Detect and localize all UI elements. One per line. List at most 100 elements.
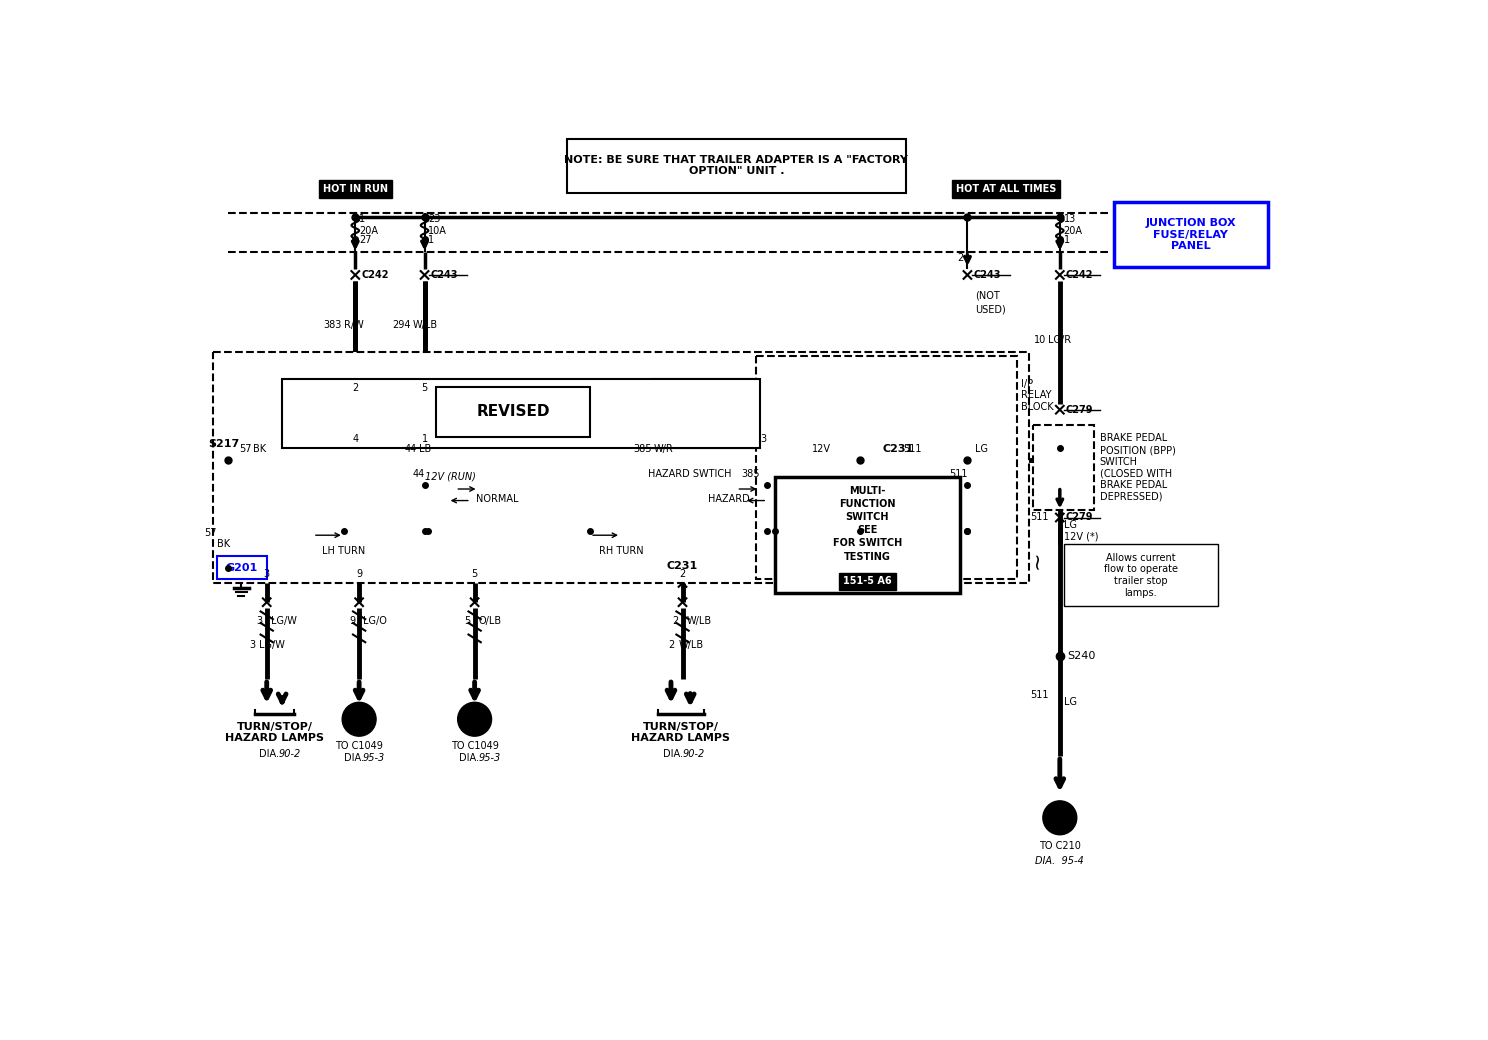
Text: LG/W: LG/W	[259, 640, 284, 650]
Text: 294: 294	[393, 320, 411, 330]
Text: REVISED: REVISED	[476, 405, 551, 419]
Text: 3: 3	[760, 435, 766, 444]
Text: 3: 3	[263, 569, 269, 579]
Text: 95-3: 95-3	[363, 753, 385, 763]
Text: (NOT: (NOT	[975, 290, 1000, 301]
Text: 20A: 20A	[359, 226, 378, 236]
Text: RH TURN: RH TURN	[598, 546, 643, 555]
Text: 511: 511	[1030, 690, 1048, 700]
Text: 2: 2	[353, 383, 359, 393]
Text: 90-2: 90-2	[683, 749, 705, 758]
Polygon shape	[436, 387, 591, 437]
Text: TO C210: TO C210	[1039, 841, 1080, 851]
Polygon shape	[213, 352, 1030, 583]
Text: 44: 44	[412, 469, 424, 479]
Polygon shape	[567, 138, 906, 192]
Text: LG/W: LG/W	[271, 617, 296, 626]
Text: R/W: R/W	[344, 320, 363, 330]
Text: O/LB: O/LB	[479, 617, 501, 626]
Polygon shape	[775, 477, 960, 593]
Text: W/R: W/R	[653, 444, 673, 453]
Text: JUNCTION BOX
FUSE/RELAY
PANEL: JUNCTION BOX FUSE/RELAY PANEL	[1146, 218, 1237, 251]
Polygon shape	[1033, 425, 1095, 510]
Text: LG/R: LG/R	[1048, 335, 1071, 345]
Text: 12V: 12V	[811, 444, 830, 453]
Text: 90-2: 90-2	[278, 749, 301, 758]
Text: NORMAL: NORMAL	[476, 494, 519, 504]
Text: HAZARD: HAZARD	[708, 494, 750, 504]
Text: I/P
RELAY
BLOCK: I/P RELAY BLOCK	[1021, 379, 1054, 412]
Text: C242: C242	[1065, 270, 1094, 280]
Text: NOTE: BE SURE THAT TRAILER ADAPTER IS A "FACTORY
OPTION" UNIT .: NOTE: BE SURE THAT TRAILER ADAPTER IS A …	[564, 155, 908, 177]
Text: DIA.: DIA.	[664, 749, 683, 758]
Text: 511: 511	[903, 444, 921, 453]
Text: C279: C279	[1065, 405, 1094, 415]
Text: 1: 1	[429, 235, 434, 245]
Text: LG: LG	[975, 444, 988, 453]
Circle shape	[1043, 801, 1077, 835]
Text: DIA.: DIA.	[460, 753, 479, 763]
Text: 3: 3	[248, 640, 254, 650]
Text: BK: BK	[217, 540, 229, 549]
Text: 1: 1	[421, 435, 427, 444]
Text: C279: C279	[1065, 513, 1094, 522]
Text: 57: 57	[238, 444, 251, 453]
Text: C231: C231	[667, 562, 698, 571]
Text: HAZARD LAMPS: HAZARD LAMPS	[631, 733, 731, 744]
Text: BK: BK	[253, 444, 266, 453]
Text: 27: 27	[359, 235, 372, 245]
Text: 20A: 20A	[1064, 226, 1083, 236]
Text: 1: 1	[359, 214, 365, 224]
Text: ~: ~	[1027, 550, 1046, 569]
Text: C231: C231	[882, 444, 914, 453]
Text: Allows current
flow to operate
trailer stop
lamps.: Allows current flow to operate trailer s…	[1104, 553, 1177, 598]
Text: DIA.: DIA.	[259, 749, 280, 758]
Text: W/LB: W/LB	[414, 320, 437, 330]
Text: DIA.: DIA.	[344, 753, 363, 763]
Text: LG: LG	[1064, 697, 1077, 707]
Text: 9: 9	[356, 569, 362, 579]
Text: 2: 2	[680, 569, 686, 579]
Polygon shape	[217, 556, 266, 579]
Text: 5: 5	[1022, 430, 1030, 439]
Text: 9: 9	[350, 617, 356, 626]
Text: 12V (*): 12V (*)	[1064, 531, 1098, 542]
Text: A: A	[354, 712, 365, 726]
Text: 5: 5	[464, 617, 470, 626]
Text: S240: S240	[1067, 651, 1095, 661]
Text: LG: LG	[1064, 520, 1077, 530]
Text: 12V (RUN): 12V (RUN)	[424, 471, 476, 482]
Text: TURN/STOP/: TURN/STOP/	[643, 722, 719, 731]
Text: 385: 385	[634, 444, 652, 453]
Text: G201: G201	[225, 563, 257, 573]
Text: 3: 3	[257, 617, 263, 626]
Text: C: C	[1055, 811, 1065, 825]
Text: 151-5 A6: 151-5 A6	[844, 576, 891, 587]
Text: C242: C242	[362, 270, 388, 280]
Text: W/LB: W/LB	[679, 640, 704, 650]
Text: HOT IN RUN: HOT IN RUN	[323, 184, 388, 193]
Text: BRAKE PEDAL
POSITION (BPP)
SWITCH
(CLOSED WITH
BRAKE PEDAL
DEPRESSED): BRAKE PEDAL POSITION (BPP) SWITCH (CLOSE…	[1100, 434, 1176, 501]
Polygon shape	[652, 379, 771, 448]
Text: 385: 385	[741, 469, 759, 479]
Text: 95-3: 95-3	[479, 753, 501, 763]
Text: 383: 383	[323, 320, 341, 330]
Text: HAZARD SWTICH: HAZARD SWTICH	[649, 469, 732, 479]
Text: 511: 511	[949, 469, 967, 479]
Text: 2: 2	[668, 640, 676, 650]
Text: FLASHER
RELAY: FLASHER RELAY	[683, 402, 740, 424]
Text: 511: 511	[1030, 513, 1048, 522]
Text: 10: 10	[1034, 335, 1046, 345]
Text: LB: LB	[420, 444, 432, 453]
Text: 44: 44	[405, 444, 417, 453]
Text: TURN/STOP/: TURN/STOP/	[237, 722, 312, 731]
Text: W/LB: W/LB	[686, 617, 711, 626]
Text: LG/O: LG/O	[363, 617, 387, 626]
Text: DIA.  95-4: DIA. 95-4	[1036, 856, 1085, 866]
Circle shape	[342, 702, 376, 736]
Text: TO C1049: TO C1049	[335, 740, 382, 751]
Polygon shape	[1064, 545, 1217, 606]
Polygon shape	[1113, 202, 1268, 267]
Text: MULTI-
FUNCTION
SWITCH
SEE
FOR SWITCH
TESTING: MULTI- FUNCTION SWITCH SEE FOR SWITCH TE…	[833, 486, 902, 562]
Text: 13: 13	[1064, 214, 1076, 224]
